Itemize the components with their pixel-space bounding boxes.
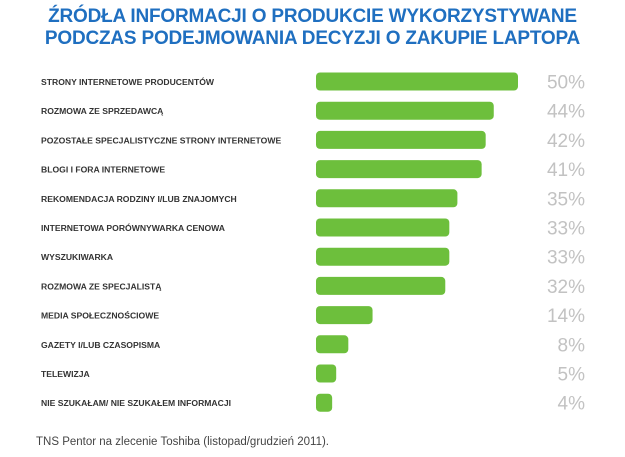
bar [316,160,482,179]
category-label: MEDIA SPOŁECZNOŚCIOWE [41,310,159,321]
value-label: 44% [547,102,585,123]
value-label: 8% [558,335,586,356]
value-label: 32% [547,277,585,298]
category-label: NIE SZUKAŁAM/ NIE SZUKAŁEM INFORMACJI [41,398,231,408]
value-label: 35% [547,189,585,210]
source-note: TNS Pentor na zlecenie Toshiba (listopad… [36,436,329,448]
bar [316,276,446,295]
value-label: 42% [547,131,585,152]
bar [316,218,450,237]
chart-title-line2: PODCZAS PODEJMOWANIA DECYZJI O ZAKUPIE L… [44,28,581,49]
chart-title-line1: ŹRÓDŁA INFORMACJI O PRODUKCIE WYKORZYSTY… [48,6,577,27]
category-label: GAZETY I/LUB CZASOPISMA [41,340,160,350]
value-label: 41% [547,160,585,181]
category-label: ROZMOWA ZE SPECJALISTĄ [41,281,161,291]
bar [316,189,458,208]
value-label: 14% [547,306,585,327]
category-label: INTERNETOWA PORÓWNYWARKA CENOWA [41,222,225,233]
category-label: STRONY INTERNETOWE PRODUCENTÓW [41,76,215,87]
category-label: WYSZUKIWARKA [41,252,113,262]
bar [316,101,494,120]
value-label: 5% [558,365,586,386]
value-label: 33% [547,248,585,269]
chart-title: ŹRÓDŁA INFORMACJI O PRODUKCIE WYKORZYSTY… [0,6,625,50]
category-label: TELEWIZJA [41,369,90,379]
value-label: 50% [547,73,585,94]
bar [316,364,337,383]
bar [316,393,333,412]
bar [316,247,450,266]
category-label: ROZMOWA ZE SPRZEDAWCĄ [41,106,163,116]
value-label: 4% [558,394,586,415]
bar [316,335,349,354]
category-label: BLOGI I FORA INTERNETOWE [41,165,165,175]
category-label: REKOMENDACJA RODZINY I/LUB ZNAJOMYCH [41,194,237,204]
category-label: POZOSTAŁE SPECJALISTYCZNE STRONY INTERNE… [41,135,281,145]
bar [316,130,486,149]
value-label: 33% [547,219,585,240]
bar [316,72,518,91]
bar [316,306,373,325]
